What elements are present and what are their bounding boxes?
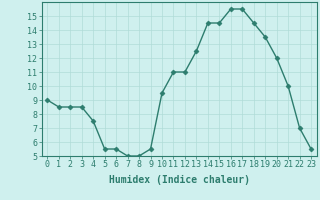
X-axis label: Humidex (Indice chaleur): Humidex (Indice chaleur)	[109, 175, 250, 185]
